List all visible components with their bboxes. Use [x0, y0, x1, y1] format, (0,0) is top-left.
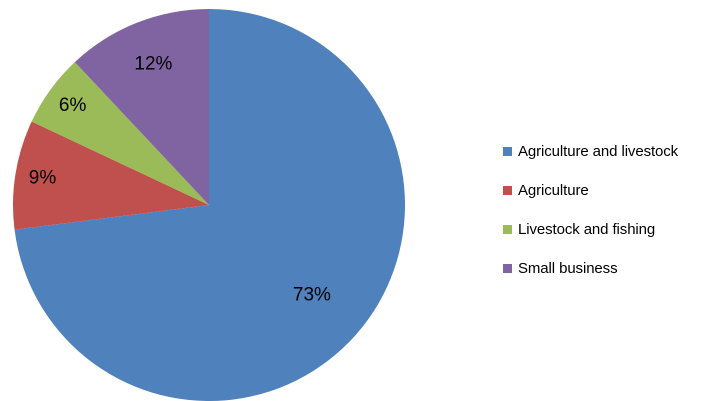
- pie-slice-livestock-and-fishing: [31, 62, 209, 206]
- legend-label-small-business: Small business: [518, 260, 618, 278]
- legend-label-agriculture: Agriculture: [518, 181, 589, 199]
- data-label-agriculture: 9%: [29, 168, 57, 189]
- legend-swatch-agriculture-and-livestock: [503, 146, 512, 156]
- legend-item-livestock-and-fishing: Livestock and fishing: [503, 220, 725, 240]
- data-label-livestock-and-fishing: 6%: [59, 95, 87, 116]
- legend-item-agriculture-and-livestock: Agriculture and livestock: [503, 141, 725, 161]
- data-label-agriculture-and-livestock: 73%: [293, 285, 331, 306]
- pie-data-labels: 73% 9% 6% 12%: [29, 54, 331, 306]
- legend-swatch-agriculture: [503, 185, 512, 195]
- pie-slice-agriculture-and-livestock: [14, 9, 405, 401]
- legend: Agriculture and livestock Agriculture Li…: [503, 141, 725, 298]
- pie-slice-small-business: [74, 9, 209, 205]
- legend-item-agriculture: Agriculture: [503, 180, 725, 200]
- legend-label-livestock-and-fishing: Livestock and fishing: [518, 221, 656, 239]
- pie-slice-agriculture: [12, 121, 209, 230]
- data-label-small-business: 12%: [134, 54, 172, 75]
- pie-slices: [12, 9, 405, 401]
- legend-swatch-small-business: [503, 264, 512, 274]
- legend-label-agriculture-and-livestock: Agriculture and livestock: [518, 142, 679, 160]
- legend-swatch-livestock-and-fishing: [503, 225, 512, 235]
- legend-item-small-business: Small business: [503, 259, 725, 279]
